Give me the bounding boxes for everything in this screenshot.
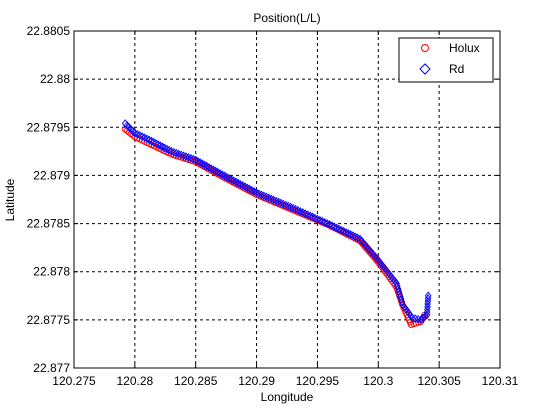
y-tick-label: 22.8795 (27, 120, 71, 134)
y-tick-label: 22.877 (33, 361, 70, 375)
legend-label-rd: Rd (449, 62, 464, 76)
x-axis-label: Longitude (261, 390, 314, 404)
x-tick-label: 120.285 (174, 374, 218, 388)
grid-layer (74, 31, 500, 368)
y-tick-label: 22.8805 (27, 24, 71, 38)
x-tick-label: 120.28 (117, 374, 154, 388)
data-point-rd (419, 313, 427, 323)
legend-marker-holux (421, 44, 429, 52)
y-tick-label: 22.88 (40, 72, 70, 86)
data-layer (121, 119, 432, 328)
data-point-rd (424, 291, 432, 301)
y-tick-label: 22.879 (33, 168, 70, 182)
x-tick-label: 120.3 (363, 374, 393, 388)
y-axis-label: Latitude (3, 178, 17, 221)
chart-title: Position(L/L) (253, 11, 320, 25)
tick-layer: 120.275 120.28 120.285 120.29 120.295 120.3 12… (27, 24, 519, 388)
y-tick-label: 22.8785 (27, 217, 71, 231)
legend-marker-rd (419, 63, 431, 75)
data-point-rd (398, 297, 406, 307)
series-rd (121, 119, 432, 325)
y-tick-label: 22.878 (33, 265, 70, 279)
data-point-rd (417, 315, 425, 325)
x-tick-label: 120.275 (52, 374, 96, 388)
x-tick-label: 120.31 (482, 374, 519, 388)
legend: Holux Rd (398, 37, 494, 83)
x-tick-label: 120.305 (417, 374, 461, 388)
legend-label-holux: Holux (449, 41, 480, 55)
x-tick-label: 120.295 (296, 374, 340, 388)
y-tick-label: 22.8775 (27, 313, 71, 327)
x-tick-label: 120.29 (238, 374, 275, 388)
legend-box (398, 37, 494, 83)
